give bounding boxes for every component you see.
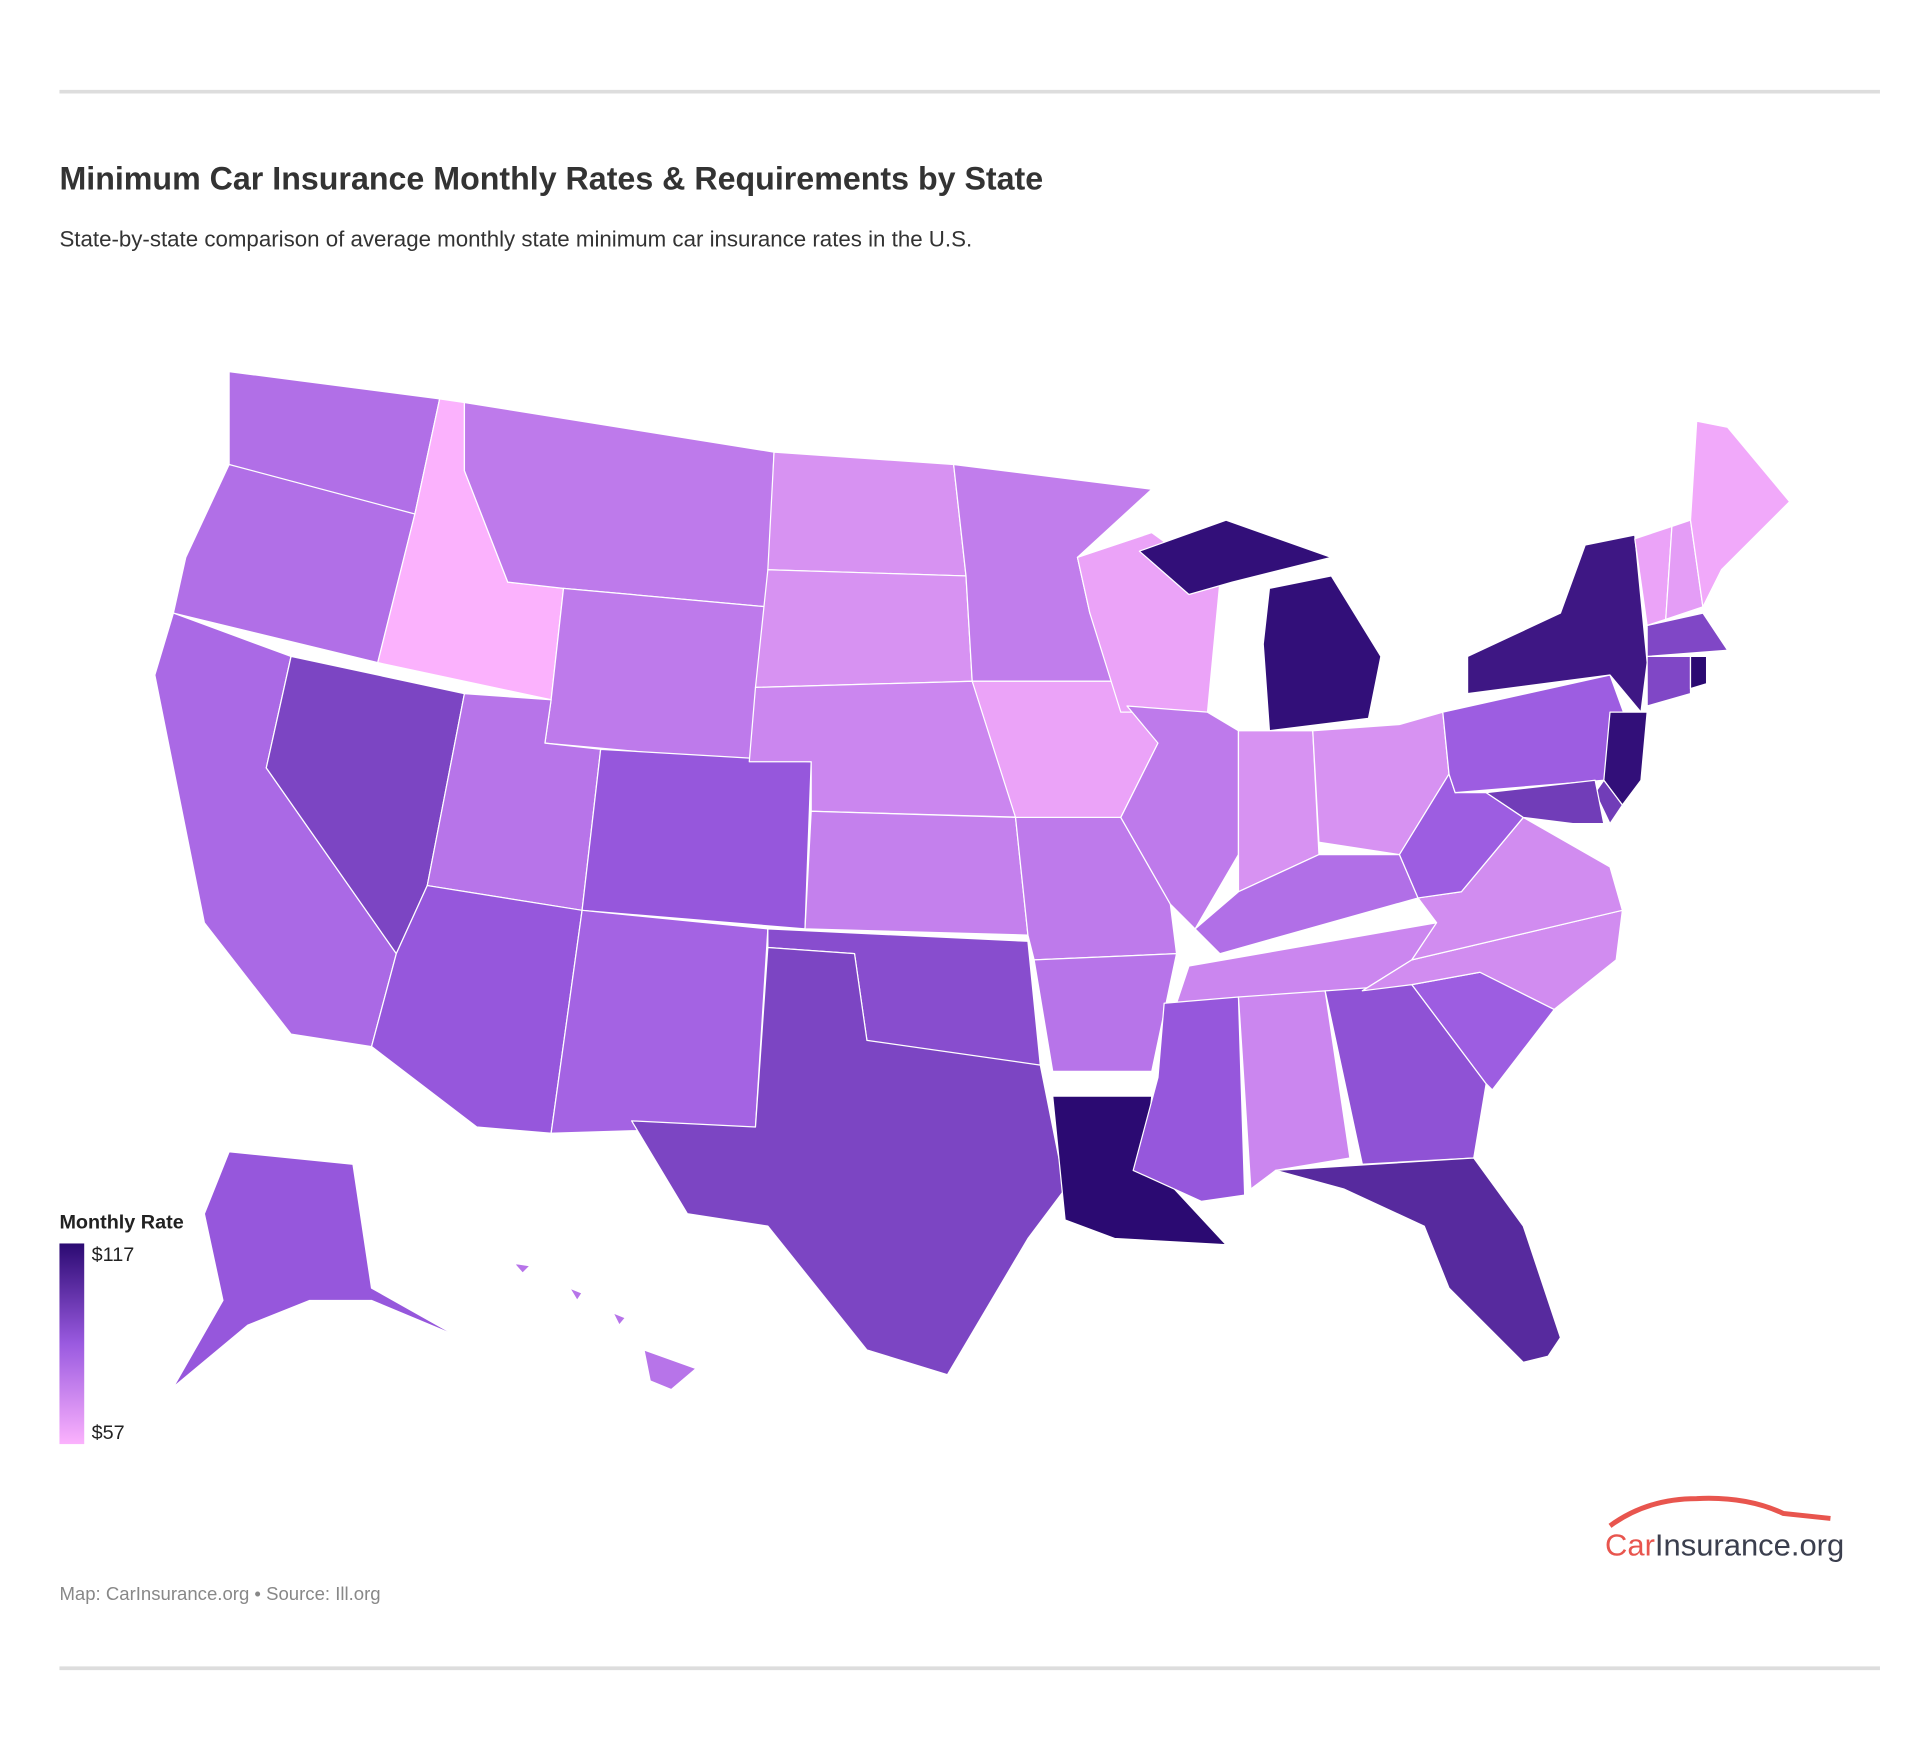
states <box>154 370 1791 1391</box>
state[interactable] <box>804 810 1029 936</box>
logo-part: Car <box>1605 1528 1655 1563</box>
state[interactable] <box>1594 779 1624 825</box>
title: Minimum Car Insurance Monthly Rates & Re… <box>59 161 1043 197</box>
state[interactable] <box>1466 534 1648 713</box>
state[interactable] <box>1689 420 1791 608</box>
state[interactable] <box>1485 779 1605 825</box>
state[interactable] <box>1274 1157 1562 1363</box>
state[interactable] <box>1689 655 1708 690</box>
logo-part: Insurance.org <box>1655 1528 1844 1563</box>
state[interactable] <box>1646 655 1692 707</box>
legend-max-label: $117 <box>92 1244 135 1266</box>
subtitle: State-by-state comparison of average mon… <box>59 227 972 252</box>
legend-bar <box>59 1243 85 1445</box>
source: Map: CarInsurance.org • Source: Ill.org <box>59 1583 380 1604</box>
state[interactable] <box>172 463 416 664</box>
state[interactable] <box>544 587 769 763</box>
state[interactable] <box>550 909 769 1134</box>
state[interactable] <box>754 569 973 689</box>
state[interactable] <box>1603 711 1648 806</box>
legend-min-label: $57 <box>92 1422 125 1444</box>
state[interactable] <box>172 1151 472 1388</box>
state[interactable] <box>1033 953 1178 1072</box>
state[interactable] <box>1646 612 1729 658</box>
logo-icon <box>1608 1495 1831 1528</box>
state[interactable] <box>581 748 812 930</box>
logo: CarInsurance.org <box>1605 1528 1844 1563</box>
state[interactable] <box>1237 990 1351 1190</box>
state[interactable] <box>463 401 775 608</box>
state[interactable] <box>630 946 1066 1376</box>
state[interactable] <box>513 1262 697 1391</box>
legend-title: Monthly Rate <box>59 1212 183 1234</box>
state[interactable] <box>1138 519 1382 732</box>
state[interactable] <box>767 451 967 577</box>
